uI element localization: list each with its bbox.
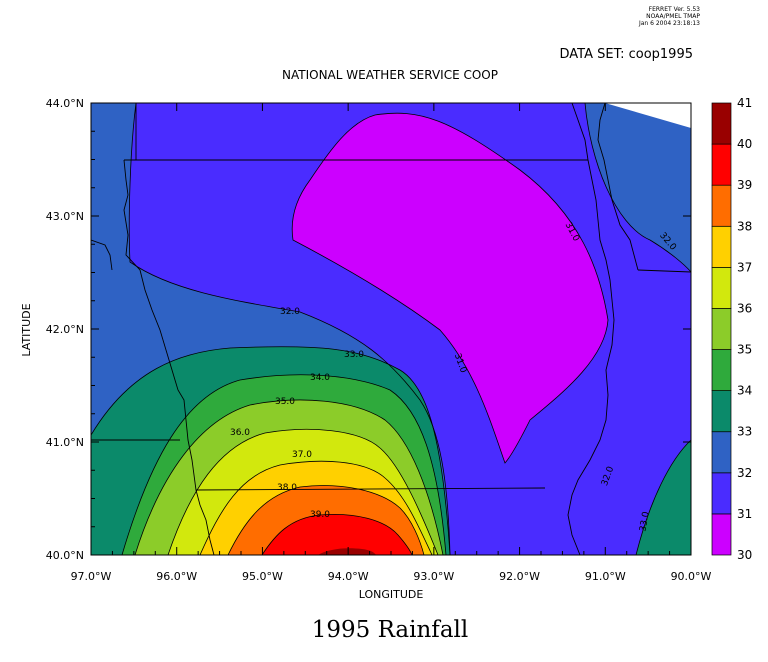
x-tick-label: 93.0°W [413,570,454,583]
contour-line-39 [261,514,413,555]
contour-fill-layer [91,103,691,555]
colorbar-level-label: 32 [737,466,752,480]
header-date: Jan 6 2004 23:18:13 [638,20,700,27]
y-axis-label: LATITUDE [20,303,33,356]
contour-line-32a [128,103,451,555]
y-axis: 40.0°N 41.0°N 42.0°N 43.0°N 44.0°N [46,97,691,562]
contour-line-37 [199,460,433,555]
colorbar-swatch [711,102,732,145]
colorbar-level-label: 36 [737,301,752,315]
y-tick-label: 44.0°N [46,97,84,110]
colorbar-swatch [711,267,732,309]
dataset-label: DATA SET: coop1995 [559,47,693,62]
x-tick-label: 95.0°W [242,570,283,583]
colorbar-level-label: 41 [737,96,752,110]
contour-label: 33.0 [344,350,364,360]
colorbar-swatch [711,308,732,350]
x-tick-label: 90.0°W [671,570,712,583]
colorbar-legend: 30 31 32 33 34 35 36 37 38 39 40 41 [711,96,752,562]
contour-line-34 [121,374,447,555]
border-illinois-river [597,103,639,271]
contour-line-38 [227,485,425,555]
x-tick-label: 94.0°W [328,570,369,583]
contour-label: 37.0 [292,450,312,460]
x-axis: 97.0°W 96.0°W 95.0°W 94.0°W 93.0°W 92.0°W 91.0… [71,103,712,583]
colorbar-level-label: 37 [737,260,752,274]
x-tick-label: 92.0°W [499,570,540,583]
colorbar-swatch [711,390,732,433]
chart-title: NATIONAL WEATHER SERVICE COOP [282,68,498,82]
colorbar-level-label: 35 [737,343,752,357]
y-tick-label: 40.0°N [46,549,84,562]
band-33-34-east [636,440,691,555]
band-40-41 [318,548,376,555]
colorbar-swatch [711,349,732,391]
border-mississippi [567,103,615,555]
contour-line-32c [635,439,691,555]
colorbar-swatch [711,225,732,268]
x-tick-label: 96.0°W [156,570,197,583]
colorbar-level-label: 40 [737,137,752,151]
header-version: FERRET Ver. 5.53 [648,6,700,13]
contour-label: 33.0 [638,511,651,533]
contour-line-35 [134,399,444,555]
colorbar-swatch [711,184,732,227]
x-tick-label: 91.0°W [585,570,626,583]
header-org: NOAA/PMEL TMAP [646,13,700,20]
contour-line-33 [91,346,451,555]
contour-label: 32.0 [280,307,300,317]
colorbar-level-label: 34 [737,384,752,398]
border-south-dakota [124,103,137,161]
state-borders [91,103,691,555]
colorbar-level-label: 30 [737,548,752,562]
contour-label: 39.0 [310,510,330,520]
bottom-title: 1995 Rainfall [311,617,469,643]
contour-line-36 [167,428,439,555]
x-tick-label: 97.0°W [71,570,112,583]
colorbar-swatch [711,513,732,556]
contour-line-32b [584,103,691,273]
contour-labels: 31.031.032.032.032.033.033.034.035.036.0… [230,221,678,533]
border-wisconsin-illinois [637,269,691,273]
colorbar-swatch [711,472,732,515]
colorbar-level-label: 31 [737,507,752,521]
y-tick-label: 41.0°N [46,436,84,449]
contour-label: 34.0 [310,373,330,383]
colorbar-level-label: 39 [737,178,752,192]
contour-line-31 [291,112,609,464]
colorbar-swatch [711,431,732,474]
contour-label: 38.0 [277,483,297,493]
border-iowa-south [195,487,546,491]
contour-lines [91,103,691,555]
band-30-31 [292,113,608,463]
ferret-header: FERRET Ver. 5.53 NOAA/PMEL TMAP Jan 6 20… [639,6,700,27]
colorbar-level-label: 33 [737,425,752,439]
contour-label: 36.0 [230,428,250,438]
colorbar-swatch [711,143,732,186]
colorbar-level-label: 38 [737,219,752,233]
band-39-40 [262,514,412,555]
y-tick-label: 43.0°N [46,210,84,223]
border-missouri-river [123,159,215,555]
y-tick-label: 42.0°N [46,323,84,336]
x-axis-label: LONGITUDE [359,588,424,601]
border-west-dakota [91,239,113,271]
no-data-corner [605,103,691,128]
contour-label: 35.0 [275,397,295,407]
